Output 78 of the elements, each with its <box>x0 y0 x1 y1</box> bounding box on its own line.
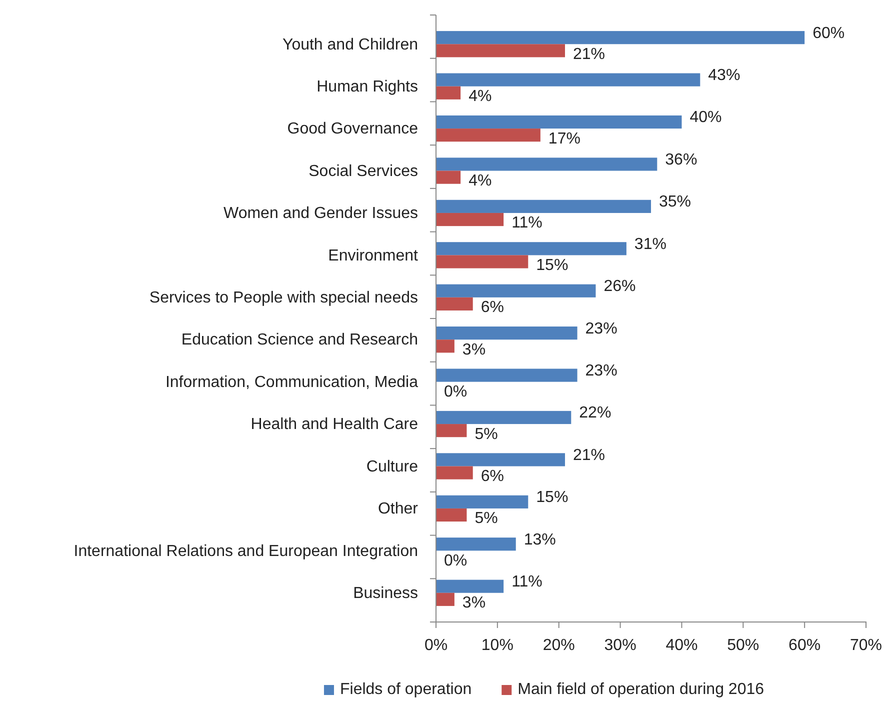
bar <box>436 466 473 480</box>
data-label: 3% <box>462 341 486 358</box>
data-label: 15% <box>536 489 568 506</box>
x-tick-label: 10% <box>481 637 514 654</box>
y-tick-label: Human Rights <box>316 78 418 96</box>
y-tick-label: Business <box>353 584 418 602</box>
bar <box>436 424 467 438</box>
y-tick-label: Women and Gender Issues <box>224 205 418 222</box>
data-label: 3% <box>462 594 486 612</box>
bar <box>436 410 572 424</box>
y-tick-label: Services to People with special needs <box>149 290 418 307</box>
data-label: 15% <box>536 256 568 274</box>
data-label: 4% <box>468 88 492 106</box>
data-label: 6% <box>480 299 504 316</box>
bar <box>436 115 682 129</box>
bar <box>436 297 473 310</box>
x-tick-label: 40% <box>666 637 698 654</box>
legend-label: Main field of operation during 2016 <box>518 681 764 698</box>
bar <box>436 495 528 508</box>
y-tick-label: Health and Health Care <box>250 416 418 434</box>
x-tick-label: 20% <box>542 637 575 654</box>
bar <box>436 86 461 100</box>
bar <box>436 538 516 551</box>
y-tick-label: International Relations and European Integration <box>74 542 418 560</box>
y-tick-label: Information, Communication, Media <box>165 374 418 391</box>
data-label: 35% <box>659 194 692 211</box>
bar <box>436 326 578 340</box>
data-label: 5% <box>474 426 498 443</box>
bar <box>436 284 596 298</box>
data-label: 43% <box>708 67 740 84</box>
data-label: 4% <box>468 172 492 190</box>
bar <box>436 453 565 466</box>
data-label: 23% <box>585 362 618 380</box>
y-tick-label: Culture <box>366 458 418 476</box>
data-label: 22% <box>579 404 612 422</box>
data-label: 31% <box>634 236 666 253</box>
bar <box>436 580 504 593</box>
bar <box>436 255 528 268</box>
legend-label: Fields of operation <box>340 681 472 698</box>
bar <box>436 44 565 58</box>
data-label: 60% <box>812 24 845 42</box>
y-tick-label: Environment <box>328 247 419 264</box>
bar <box>436 31 805 44</box>
bar <box>436 242 626 256</box>
data-label: 0% <box>444 384 468 401</box>
x-tick-label: 30% <box>604 637 636 654</box>
x-tick-label: 50% <box>727 637 760 654</box>
y-tick-label: Youth and Children <box>282 36 418 54</box>
x-tick-label: 0% <box>424 637 448 654</box>
bar <box>436 200 651 213</box>
bar <box>436 170 461 184</box>
data-label: 21% <box>573 46 606 63</box>
data-label: 40% <box>690 109 722 126</box>
y-tick-label: Other <box>378 500 419 518</box>
bar <box>436 592 454 606</box>
data-label: 26% <box>604 278 636 296</box>
data-label: 11% <box>512 574 542 591</box>
bar <box>436 508 467 522</box>
data-label: 5% <box>474 510 498 528</box>
y-tick-label: Good Governance <box>287 120 418 138</box>
bar <box>436 368 578 382</box>
data-label: 21% <box>573 446 606 464</box>
y-tick-label: Social Services <box>308 162 418 180</box>
x-tick-label: 70% <box>850 637 882 654</box>
data-label: 11% <box>512 214 542 232</box>
data-label: 0% <box>444 552 468 570</box>
x-tick-label: 60% <box>788 637 821 654</box>
data-label: 23% <box>585 320 618 338</box>
bar <box>436 128 540 142</box>
y-tick-label: Education Science and Research <box>181 332 418 349</box>
data-label: 36% <box>665 151 698 168</box>
bar <box>436 73 700 86</box>
bar <box>436 158 658 171</box>
bar <box>436 340 454 353</box>
data-label: 6% <box>480 468 504 486</box>
data-label: 17% <box>548 130 580 148</box>
bar <box>436 212 504 226</box>
data-label: 13% <box>524 531 556 548</box>
